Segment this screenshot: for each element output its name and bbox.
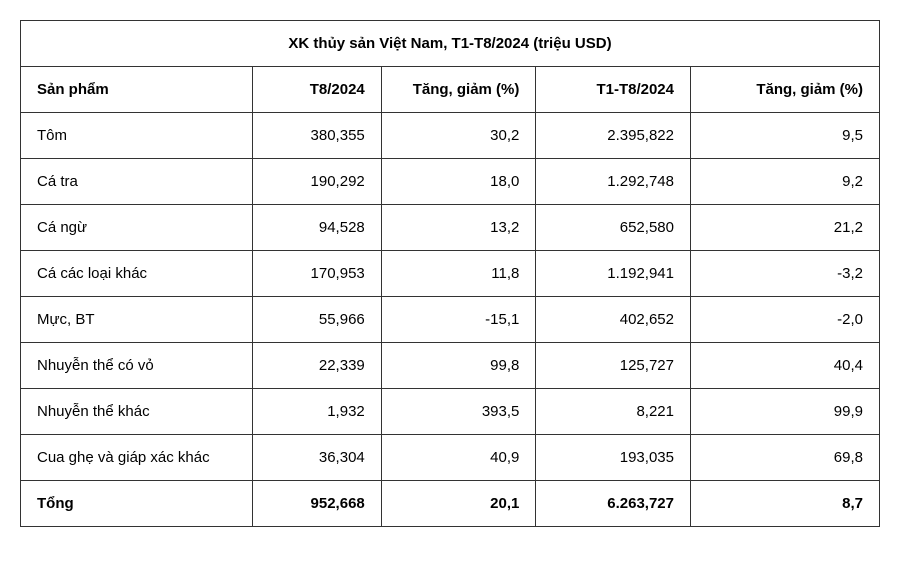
cell-value: 13,2 bbox=[381, 205, 536, 251]
cell-value: 30,2 bbox=[381, 113, 536, 159]
cell-value: 393,5 bbox=[381, 389, 536, 435]
table-total-row: Tổng 952,668 20,1 6.263,727 8,7 bbox=[21, 481, 880, 527]
cell-value: 22,339 bbox=[252, 343, 381, 389]
cell-value: -2,0 bbox=[690, 297, 879, 343]
table-row: Cá tra 190,292 18,0 1.292,748 9,2 bbox=[21, 159, 880, 205]
col-header-c3: T1-T8/2024 bbox=[536, 67, 691, 113]
cell-value: 170,953 bbox=[252, 251, 381, 297]
cell-value: 18,0 bbox=[381, 159, 536, 205]
cell-value: 11,8 bbox=[381, 251, 536, 297]
cell-value: 99,8 bbox=[381, 343, 536, 389]
cell-value: 1.192,941 bbox=[536, 251, 691, 297]
col-header-c4: Tăng, giảm (%) bbox=[690, 67, 879, 113]
cell-value: 1.292,748 bbox=[536, 159, 691, 205]
cell-value: 2.395,822 bbox=[536, 113, 691, 159]
table-row: Nhuyễn thể có vỏ 22,339 99,8 125,727 40,… bbox=[21, 343, 880, 389]
cell-value: -15,1 bbox=[381, 297, 536, 343]
cell-value: 40,4 bbox=[690, 343, 879, 389]
cell-total-label: Tổng bbox=[21, 481, 253, 527]
cell-value: 99,9 bbox=[690, 389, 879, 435]
cell-product: Mực, BT bbox=[21, 297, 253, 343]
table-row: Cá ngừ 94,528 13,2 652,580 21,2 bbox=[21, 205, 880, 251]
cell-total-value: 952,668 bbox=[252, 481, 381, 527]
cell-value: 94,528 bbox=[252, 205, 381, 251]
table-row: Mực, BT 55,966 -15,1 402,652 -2,0 bbox=[21, 297, 880, 343]
cell-total-value: 20,1 bbox=[381, 481, 536, 527]
cell-value: 21,2 bbox=[690, 205, 879, 251]
table-header-row: Sản phẩm T8/2024 Tăng, giảm (%) T1-T8/20… bbox=[21, 67, 880, 113]
cell-product: Cá tra bbox=[21, 159, 253, 205]
cell-value: 125,727 bbox=[536, 343, 691, 389]
table-row: Cá các loại khác 170,953 11,8 1.192,941 … bbox=[21, 251, 880, 297]
cell-value: 193,035 bbox=[536, 435, 691, 481]
cell-value: 40,9 bbox=[381, 435, 536, 481]
cell-product: Tôm bbox=[21, 113, 253, 159]
cell-product: Nhuyễn thể có vỏ bbox=[21, 343, 253, 389]
cell-total-value: 6.263,727 bbox=[536, 481, 691, 527]
cell-value: 69,8 bbox=[690, 435, 879, 481]
cell-value: 9,5 bbox=[690, 113, 879, 159]
table-title: XK thủy sản Việt Nam, T1-T8/2024 (triệu … bbox=[21, 21, 880, 67]
cell-value: 9,2 bbox=[690, 159, 879, 205]
cell-total-value: 8,7 bbox=[690, 481, 879, 527]
cell-value: 380,355 bbox=[252, 113, 381, 159]
cell-value: 190,292 bbox=[252, 159, 381, 205]
cell-value: 8,221 bbox=[536, 389, 691, 435]
cell-value: 652,580 bbox=[536, 205, 691, 251]
table-row: Nhuyễn thể khác 1,932 393,5 8,221 99,9 bbox=[21, 389, 880, 435]
col-header-c2: Tăng, giảm (%) bbox=[381, 67, 536, 113]
seafood-export-table: XK thủy sản Việt Nam, T1-T8/2024 (triệu … bbox=[20, 20, 880, 527]
cell-product: Cá ngừ bbox=[21, 205, 253, 251]
cell-value: 36,304 bbox=[252, 435, 381, 481]
table-row: Tôm 380,355 30,2 2.395,822 9,5 bbox=[21, 113, 880, 159]
col-header-c1: T8/2024 bbox=[252, 67, 381, 113]
table-row: Cua ghẹ và giáp xác khác 36,304 40,9 193… bbox=[21, 435, 880, 481]
cell-product: Cua ghẹ và giáp xác khác bbox=[21, 435, 253, 481]
cell-value: 402,652 bbox=[536, 297, 691, 343]
cell-value: -3,2 bbox=[690, 251, 879, 297]
cell-value: 55,966 bbox=[252, 297, 381, 343]
cell-product: Cá các loại khác bbox=[21, 251, 253, 297]
col-header-product: Sản phẩm bbox=[21, 67, 253, 113]
table-body: Tôm 380,355 30,2 2.395,822 9,5 Cá tra 19… bbox=[21, 113, 880, 527]
cell-value: 1,932 bbox=[252, 389, 381, 435]
cell-product: Nhuyễn thể khác bbox=[21, 389, 253, 435]
